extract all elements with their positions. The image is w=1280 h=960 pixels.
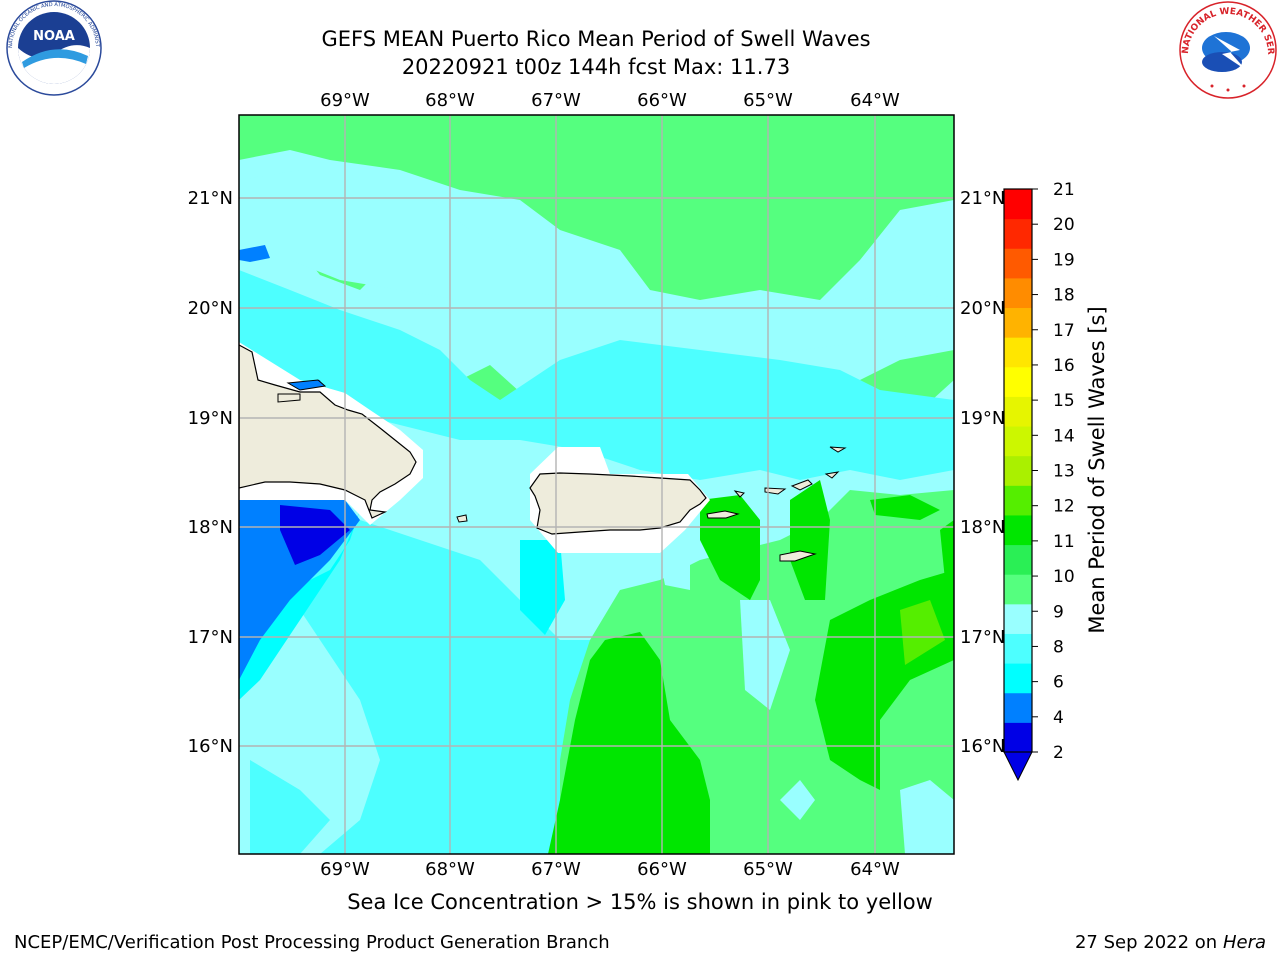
colorbar-tick-label: 8 <box>1053 637 1064 657</box>
map-frame <box>238 114 955 855</box>
lon-label: 69°W <box>320 859 370 880</box>
graticule <box>239 115 954 854</box>
colorbar-tick-label: 13 <box>1053 462 1075 482</box>
lat-label: 20°N <box>188 298 233 319</box>
lat-label: 20°N <box>960 298 1005 319</box>
lon-label: 67°W <box>531 90 581 111</box>
lon-label: 65°W <box>743 859 793 880</box>
colorbar-swatch <box>1004 337 1032 368</box>
lon-label: 64°W <box>850 90 900 111</box>
colorbar-tick-label: 17 <box>1053 321 1075 341</box>
lon-label: 69°W <box>320 90 370 111</box>
colorbar-tick-label: 4 <box>1053 708 1064 728</box>
colorbar-swatch <box>1004 189 1032 220</box>
footer-host: Hera <box>1222 932 1266 953</box>
colorbar-tick-label: 20 <box>1053 215 1075 235</box>
colorbar-label: Mean Period of Swell Waves [s] <box>1085 306 1109 634</box>
colorbar-tick-label: 15 <box>1053 391 1075 411</box>
lon-label: 64°W <box>850 859 900 880</box>
colorbar-swatch <box>1004 307 1032 338</box>
footer-date-text: 27 Sep 2022 on <box>1074 932 1218 953</box>
colorbar-swatch <box>1004 396 1032 427</box>
colorbar-swatch <box>1004 485 1032 516</box>
lat-label: 16°N <box>188 736 233 757</box>
colorbar-tick-label: 19 <box>1053 250 1075 270</box>
nws-logo-icon: NATIONAL WEATHER SERVICE <box>1178 0 1277 99</box>
svg-text:NOAA: NOAA <box>33 29 75 44</box>
lat-label: 16°N <box>960 736 1005 757</box>
colorbar-swatch <box>1004 574 1032 605</box>
colorbar-swatch <box>1004 544 1032 575</box>
colorbar-swatch <box>1004 366 1032 397</box>
lat-label: 18°N <box>960 517 1005 538</box>
colorbar-tick-label: 11 <box>1053 532 1075 552</box>
lon-label: 66°W <box>637 859 687 880</box>
lat-label: 17°N <box>188 627 233 648</box>
colorbar-tick-label: 2 <box>1053 743 1064 763</box>
colorbar: 2 4 6 8 9 10 11 12 13 14 15 16 17 18 19 20 21 <box>1003 180 1075 782</box>
lat-label: 21°N <box>188 188 233 209</box>
colorbar-swatch <box>1004 218 1032 249</box>
footer-date: 27 Sep 2022 on Hera <box>1075 932 1266 953</box>
colorbar-swatch <box>1004 455 1032 486</box>
lon-labels-top: 69°W 68°W 67°W 66°W 65°W 64°W <box>320 90 900 111</box>
colorbar-swatch <box>1004 514 1032 546</box>
lat-label: 18°N <box>188 517 233 538</box>
footer-credit: NCEP/EMC/Verification Post Processing Pr… <box>14 932 610 953</box>
lat-labels-left: 21°N 20°N 19°N 18°N 17°N 16°N <box>188 188 233 757</box>
map-subtitle: 20220921 t00z 144h fcst Max: 11.73 <box>401 55 791 79</box>
colorbar-swatch <box>1004 692 1032 723</box>
lon-label: 65°W <box>743 90 793 111</box>
colorbar-swatch <box>1004 603 1032 634</box>
colorbar-swatch <box>1004 277 1032 309</box>
lon-label: 67°W <box>531 859 581 880</box>
lat-label: 19°N <box>188 408 233 429</box>
lat-label: 17°N <box>960 627 1005 648</box>
colorbar-tick-label: 21 <box>1053 180 1075 200</box>
map-title: GEFS MEAN Puerto Rico Mean Period of Swe… <box>321 27 871 51</box>
colorbar-tick-label: 10 <box>1053 567 1075 587</box>
swell-period-field <box>239 115 954 854</box>
lon-label: 68°W <box>425 859 475 880</box>
lon-labels-bottom: 69°W 68°W 67°W 66°W 65°W 64°W <box>320 859 900 880</box>
colorbar-tick-label: 9 <box>1053 602 1064 622</box>
lon-label: 68°W <box>425 90 475 111</box>
lat-label: 19°N <box>960 408 1005 429</box>
colorbar-tick-label: 12 <box>1053 497 1075 517</box>
lat-labels-right: 21°N 20°N 19°N 18°N 17°N 16°N <box>960 188 1005 757</box>
lat-label: 21°N <box>960 188 1005 209</box>
colorbar-swatch <box>1004 633 1032 664</box>
colorbar-tick-label: 18 <box>1053 286 1075 306</box>
lon-label: 66°W <box>637 90 687 111</box>
sea-ice-note: Sea Ice Concentration > 15% is shown in … <box>347 890 933 914</box>
noaa-logo-icon: NOAA NATIONAL OCEANIC AND ATMOSPHERIC AD… <box>2 0 102 96</box>
colorbar-tick-label: 16 <box>1053 356 1075 376</box>
colorbar-tick-label: 6 <box>1053 673 1064 693</box>
colorbar-swatch <box>1004 663 1032 694</box>
colorbar-tick-label: 14 <box>1053 426 1075 446</box>
colorbar-swatch <box>1004 426 1032 457</box>
colorbar-swatch <box>1004 248 1032 279</box>
colorbar-swatch <box>1004 722 1032 753</box>
colorbar-extend-arrow <box>1003 751 1033 782</box>
